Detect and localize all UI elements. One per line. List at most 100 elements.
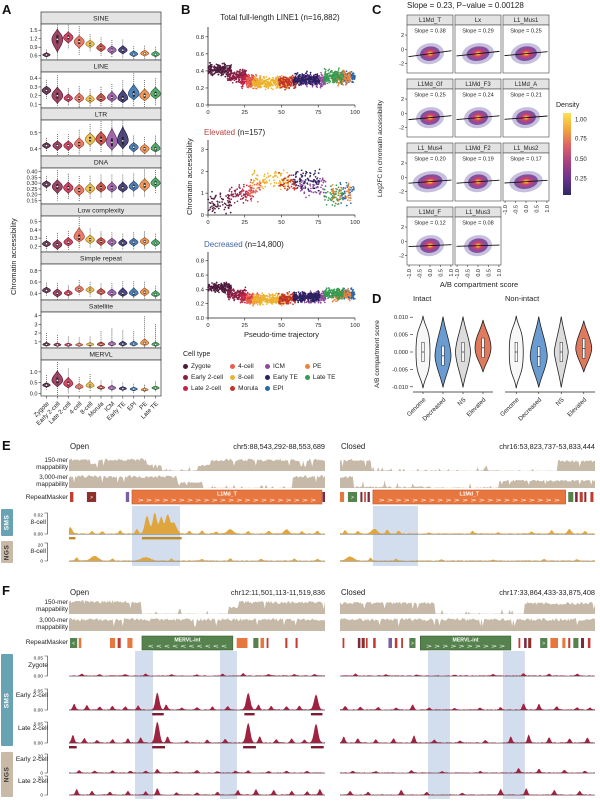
facet-label: L1Md_T: [419, 18, 441, 24]
signal-track: [69, 768, 325, 773]
signal-track: [69, 512, 325, 534]
svg-text:0.9: 0.9: [30, 45, 38, 51]
regression-line: [408, 244, 452, 248]
svg-text:1: 1: [201, 191, 204, 197]
repeat-element: [580, 638, 585, 648]
svg-text:0.2: 0.2: [30, 244, 38, 250]
repeat-element: [587, 638, 591, 648]
legend-item: 8-cell: [230, 372, 258, 383]
legend-label: Late 2-cell: [191, 385, 221, 392]
x-tick-label: EPI: [126, 400, 138, 412]
repeat-element: [540, 638, 548, 648]
peak-call-bar: [310, 746, 324, 749]
repeat-element: [394, 638, 398, 648]
peak-call-bar: [152, 713, 164, 716]
panel-f-repeatmasker-label: RepeatMasker: [25, 639, 68, 646]
panel-f-row-label-1: Early 2-cell: [15, 692, 48, 699]
repeat-element: [236, 638, 248, 648]
colorbar-tick: 1.00: [575, 118, 587, 124]
slope-label: Slope = 0.38: [414, 29, 446, 35]
repeat-element: [420, 635, 512, 651]
signal-track: [340, 768, 595, 773]
mappability-track: [69, 600, 325, 614]
slope-label: Slope = 0.24: [462, 93, 494, 99]
facet-label: L1_Mus4: [418, 146, 443, 152]
repeat-element: [568, 492, 574, 502]
svg-text:0.2: 0.2: [30, 94, 38, 100]
x-tick-label: NS: [456, 396, 467, 407]
svg-text:0.6: 0.6: [196, 273, 204, 279]
x-tick-label: NS: [555, 396, 566, 407]
legend-title: Cell type: [183, 351, 211, 358]
regression-line: [504, 115, 548, 120]
repeat-element: [253, 638, 259, 648]
svg-text:0.8: 0.8: [196, 259, 204, 265]
facet-label: DNA: [94, 160, 109, 167]
svg-text:3: 3: [34, 322, 37, 328]
panel-e: >L1Md_T> > > > > > > > > > > > > > > > >…: [34, 458, 595, 566]
panel-f-map150-label: 150-mer mappability: [36, 599, 68, 613]
repeat-label: MERVL-int: [174, 638, 200, 644]
panel-b-xlabel: Pseudo-time trajectory: [243, 330, 320, 339]
repeat-element: [528, 638, 532, 648]
ngs-label: NGS: [3, 766, 11, 783]
repeat-element: [260, 638, 265, 648]
scale-max: 0.02: [34, 513, 44, 519]
peak-call-bar: [69, 746, 77, 749]
panel-f-row-label-3: Early 2-cell: [15, 756, 48, 763]
facet-label: Lx: [475, 18, 481, 24]
repeat-element: [568, 638, 571, 648]
legend-items: Zygote Early 2-cell Late 2-cell 4-cell 8-cel…: [183, 361, 336, 394]
signal-track: [69, 788, 325, 795]
regression-line: [456, 179, 500, 184]
svg-text:0.4: 0.4: [30, 76, 38, 82]
slope-label: Slope = 0.21: [510, 93, 542, 99]
legend-dot: [230, 375, 236, 380]
legend-label: 8-cell: [238, 374, 254, 381]
svg-text:0.30: 0.30: [27, 181, 38, 187]
facet-label: Simple repeat: [80, 256, 122, 263]
svg-text:0.5: 0.5: [30, 220, 38, 226]
facet-label: MERVL: [89, 352, 113, 359]
panel-f-closed-label: Closed: [341, 588, 366, 597]
slope-label: Slope = 0.19: [462, 157, 494, 163]
x-tick-label: Genome: [499, 396, 521, 418]
legend-item: Early TE: [265, 372, 298, 383]
cell-type-legend: Cell type Zygote Early 2-cell Late 2-cell 4…: [183, 351, 336, 394]
svg-text:0: 0: [206, 110, 209, 116]
repeat-element: [364, 492, 366, 502]
svg-text:50: 50: [278, 323, 284, 329]
svg-text:0.2: 0.2: [196, 86, 204, 92]
svg-text:0.0: 0.0: [196, 103, 204, 109]
peak-call-bar: [141, 537, 182, 540]
legend-item: PE: [304, 361, 336, 372]
highlight-region: [372, 506, 419, 566]
plot-title: Total full-length LINE1 (n=16,882): [220, 13, 340, 22]
repeat-element: [373, 638, 376, 648]
svg-text:0.15: 0.15: [27, 199, 38, 205]
panel-letter-f: F: [2, 583, 10, 598]
repeat-element: [550, 638, 559, 648]
peak-call-bar: [244, 713, 255, 716]
svg-text:0.4: 0.4: [30, 291, 38, 297]
scale-min: 0.00: [34, 741, 44, 747]
svg-text:0.20: 0.20: [27, 193, 38, 199]
panel-c-xlabel: A/B compartment score: [439, 280, 519, 289]
mappability-track: [69, 618, 325, 631]
signal-track: [69, 673, 325, 676]
panel-d-group-title-nonintact: Non-intact: [505, 294, 540, 303]
panel-b-title-1: Total full-length LINE1 (n=16,882): [185, 13, 375, 22]
panel-f: <MERVL-int< < < < < < < < < < >MERVL-int>…: [34, 600, 595, 799]
facet-label: L1Md_F3: [465, 82, 491, 88]
repeat-element: [524, 638, 527, 648]
svg-text:0.35: 0.35: [27, 175, 38, 181]
repeat-element: [372, 489, 566, 505]
scale-min: 0: [40, 793, 43, 799]
repeat-element: [342, 638, 345, 648]
svg-text:0.0: 0.0: [196, 316, 204, 322]
plot-title-emphasis: Elevated: [204, 128, 236, 137]
svg-text:0.6: 0.6: [30, 54, 38, 60]
scale-max: 0.05: [34, 689, 44, 695]
scale-min: 0.00: [34, 674, 44, 680]
